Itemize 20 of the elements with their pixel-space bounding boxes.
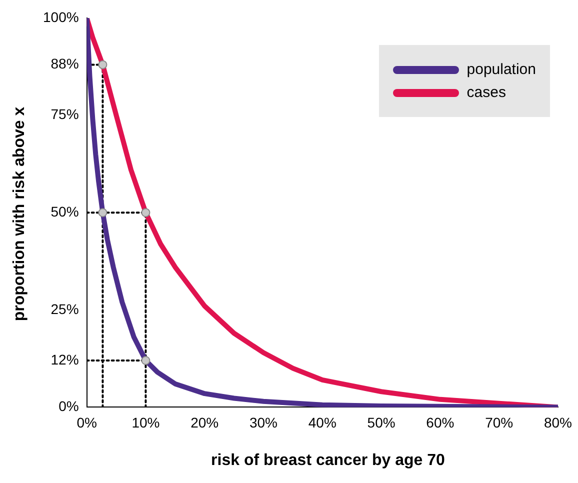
x-tick-label: 80% xyxy=(544,414,572,430)
x-tick-label: 10% xyxy=(132,414,160,430)
x-tick-label: 60% xyxy=(426,414,454,430)
y-axis-title: proportion with risk above x xyxy=(11,106,29,324)
x-tick-label: 30% xyxy=(249,414,278,430)
y-tick-label: 50% xyxy=(50,203,79,220)
y-tick-label: 25% xyxy=(50,300,79,317)
x-tick-label: 70% xyxy=(485,414,514,430)
x-tick-label: 20% xyxy=(190,414,219,430)
y-tick-label: 88% xyxy=(50,56,79,72)
x-tick-label: 50% xyxy=(367,414,396,430)
legend-label: cases xyxy=(466,84,506,101)
y-tick-label: 12% xyxy=(50,351,79,368)
x-tick-label: 0% xyxy=(76,414,97,430)
y-tick-label: 0% xyxy=(58,398,79,414)
y-tick-label: 75% xyxy=(50,106,79,122)
x-axis-title: risk of breast cancer by age 70 xyxy=(210,452,446,470)
legend-label: population xyxy=(466,61,536,78)
x-tick-label: 40% xyxy=(308,414,336,430)
y-tick-label: 100% xyxy=(42,8,79,25)
